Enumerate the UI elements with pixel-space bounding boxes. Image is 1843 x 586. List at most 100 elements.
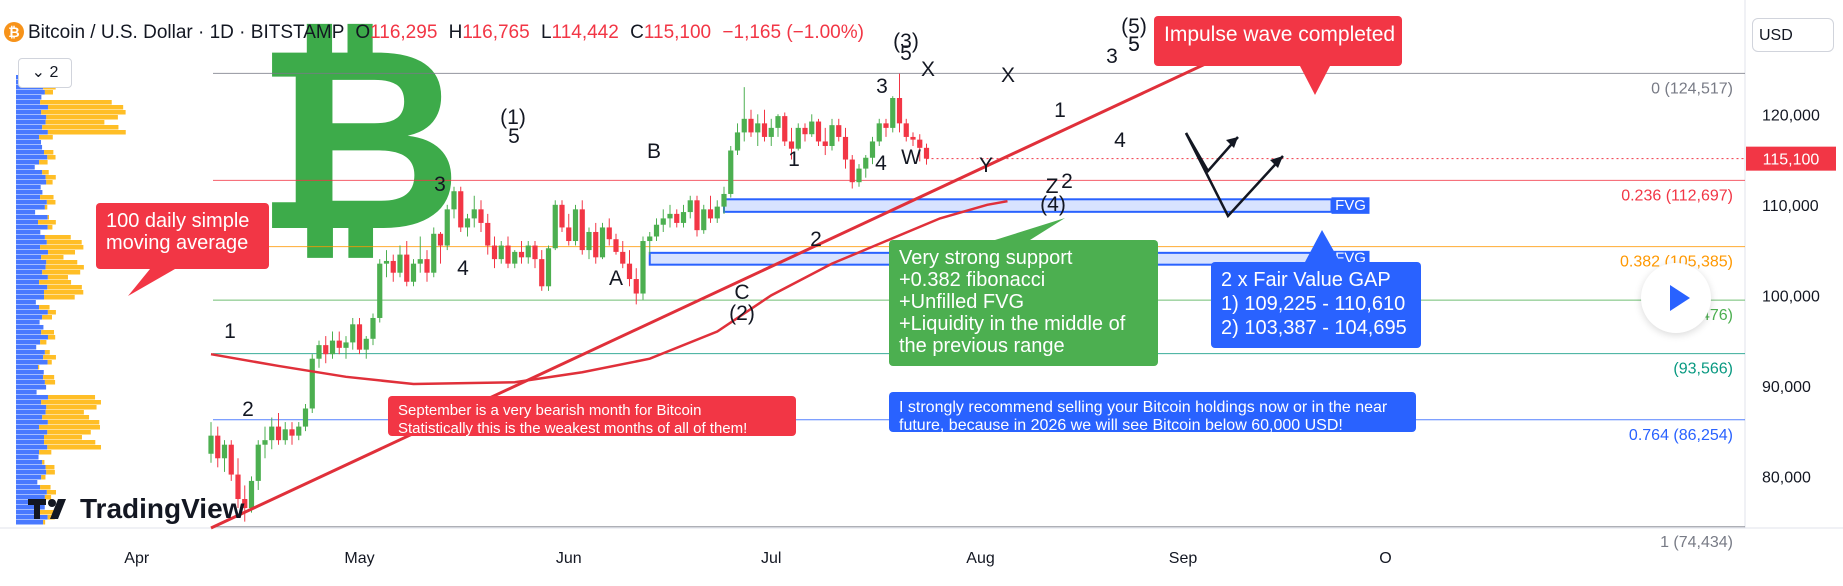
volume-profile-bar xyxy=(16,280,40,285)
y-tick-label: 90,000 xyxy=(1762,379,1811,396)
volume-profile-bar xyxy=(40,485,51,490)
volume-profile-bar xyxy=(42,315,52,320)
candle-body xyxy=(613,239,619,252)
fvg-gap-callout-tail xyxy=(1305,230,1340,262)
volume-profile-bar xyxy=(16,490,47,495)
volume-profile-bar xyxy=(16,140,42,145)
wave-label: 1 xyxy=(1054,99,1066,122)
x-tick-label: O xyxy=(1379,550,1391,567)
low-label: L xyxy=(540,22,552,43)
volume-profile-bar xyxy=(16,480,38,485)
candle-body xyxy=(545,248,552,287)
open-value: 116,295 xyxy=(370,22,438,43)
candle-body xyxy=(255,444,261,481)
candle-body xyxy=(606,227,612,240)
support-callout-text: Very strong support xyxy=(899,247,1073,269)
volume-profile-bar xyxy=(16,225,48,230)
volume-profile-bar xyxy=(39,450,52,455)
volume-profile-bar xyxy=(45,120,105,125)
candle-body xyxy=(802,127,808,135)
candle-body xyxy=(323,345,329,355)
volume-profile-bar xyxy=(16,510,39,515)
candle-body xyxy=(532,245,538,260)
volume-profile-bar xyxy=(16,395,48,400)
candle-body xyxy=(896,98,903,124)
candle-body xyxy=(728,150,734,194)
candle-body xyxy=(471,209,477,219)
candle-body xyxy=(437,233,444,246)
recommend-callout-text: future, because in 2026 we will see Bitc… xyxy=(899,417,1343,434)
candle-body xyxy=(242,499,248,509)
symbol-title[interactable]: Bitcoin / U.S. Dollar · 1D · BITSTAMP xyxy=(28,22,345,43)
candle-body xyxy=(269,426,275,441)
volume-profile-bar xyxy=(16,220,39,225)
candle-body xyxy=(863,157,869,169)
candle-body xyxy=(451,191,457,210)
volume-profile-bar xyxy=(47,130,126,135)
candle-body xyxy=(917,139,923,148)
candle-body xyxy=(444,209,450,246)
candle-body xyxy=(633,279,639,294)
wave-label: (4) xyxy=(1040,193,1066,216)
x-tick-label: Sep xyxy=(1169,550,1198,567)
wave-label: C xyxy=(734,281,749,304)
high-label: H xyxy=(448,22,463,43)
volume-profile-bar xyxy=(16,195,41,200)
volume-profile-bar xyxy=(16,350,45,355)
candle-body xyxy=(397,254,403,273)
candle-body xyxy=(593,231,599,258)
volume-profile-bar xyxy=(16,110,42,115)
volume-profile-bar xyxy=(44,290,84,295)
volume-profile-bar xyxy=(16,95,42,100)
volume-profile-bar xyxy=(38,510,55,515)
candle-body xyxy=(667,213,673,219)
support-callout-box xyxy=(889,240,1158,366)
candle-body xyxy=(404,254,410,282)
wave-label: 5 xyxy=(900,42,912,65)
y-tick-label: 100,000 xyxy=(1762,288,1820,305)
volume-profile-bar xyxy=(47,105,124,110)
wave-label: X xyxy=(1001,64,1015,87)
candle-body xyxy=(356,324,363,350)
candle-body xyxy=(910,136,916,140)
candle-body xyxy=(350,324,356,343)
volume-profile-bar xyxy=(47,445,101,450)
candle-body xyxy=(296,426,302,436)
candle-body xyxy=(275,426,282,441)
candle-body xyxy=(890,98,896,128)
volume-profile-bar xyxy=(16,485,41,490)
volume-profile-bar xyxy=(16,365,39,370)
volume-profile-bar xyxy=(16,375,44,380)
volume-profile-bar xyxy=(39,305,50,310)
candle-body xyxy=(829,125,835,146)
volume-profile-bar xyxy=(16,290,45,295)
wave-label: 3 xyxy=(434,173,446,196)
volume-profile-bar xyxy=(40,195,54,200)
candle-body xyxy=(370,317,376,339)
sma-callout-tail xyxy=(128,269,175,296)
candle-body xyxy=(836,125,842,137)
candle-body xyxy=(518,251,525,258)
candle-body xyxy=(707,209,714,219)
volume-profile-bar xyxy=(16,410,46,415)
volume-profile-bar xyxy=(45,465,55,470)
currency-button[interactable]: USD xyxy=(1752,18,1834,52)
candle-body xyxy=(215,435,221,459)
volume-profile-bar xyxy=(16,460,43,465)
volume-profile-bar xyxy=(16,100,41,105)
collapse-indicators-button[interactable]: ⌄ 2 xyxy=(18,58,72,88)
candle-body xyxy=(336,340,342,348)
september-callout-box xyxy=(388,396,796,436)
candle-body xyxy=(687,200,693,213)
volume-profile-bar xyxy=(16,435,45,440)
candle-body xyxy=(329,340,336,355)
replay-button[interactable] xyxy=(1641,263,1711,333)
volume-profile-bar xyxy=(46,115,118,120)
volume-profile-bar xyxy=(16,415,43,420)
wave-label: 5 xyxy=(1128,33,1140,56)
wave-label: 4 xyxy=(1114,129,1126,152)
candle-body xyxy=(289,429,295,436)
fvg-tag-label: FVG xyxy=(1335,197,1366,214)
wave-label: 3 xyxy=(1106,45,1118,68)
